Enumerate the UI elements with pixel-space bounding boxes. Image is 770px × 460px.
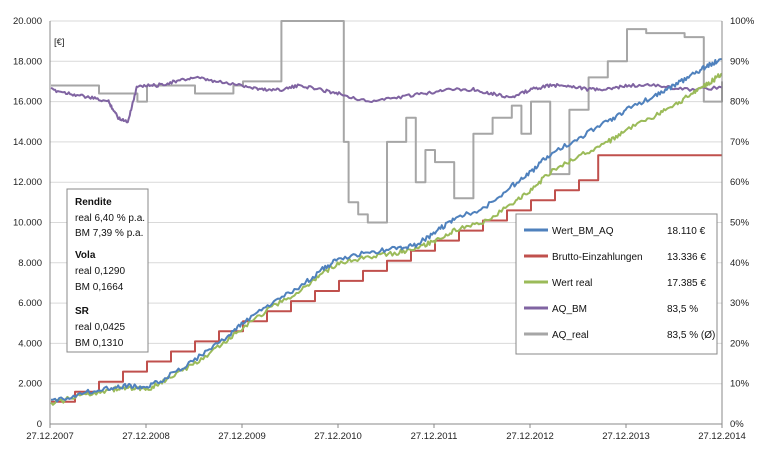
right-tick-label: 10% [730,379,750,390]
legend-label-aq-bm: AQ_BM [552,304,587,315]
series-line-aq-real [51,20,723,224]
series-line-aq-bm [50,75,723,124]
legend-value-aq-bm: 83,5 % [667,304,698,315]
legend: Wert_BM_AQ 18.110 € Brutto-Einzahlungen 13.… [515,213,718,355]
left-tick-label: 14.000 [13,137,42,148]
annotation-heading-rendite: Rendite [75,197,112,208]
left-tick-label: 18.000 [13,56,42,67]
x-axis-ticks: 27.12.2007 27.12.2008 27.12.2009 27.12.2010… [26,424,746,442]
left-tick-label: 16.000 [13,97,42,108]
legend-label-brutto-einzahlungen: Brutto-Einzahlungen [552,252,643,263]
legend-label-wert-bm-aq: Wert_BM_AQ [552,226,614,237]
x-tick-label: 27.12.2009 [218,431,266,442]
x-tick-label: 27.12.2008 [122,431,170,442]
right-tick-label: 100% [730,16,755,27]
annotation-heading-vola: Vola [75,250,96,261]
x-tick-label: 27.12.2014 [698,431,746,442]
x-tick-label: 27.12.2013 [602,431,650,442]
right-tick-label: 90% [730,56,750,67]
annotation-line: real 0,0425 [75,322,125,333]
right-tick-label: 20% [730,338,750,349]
right-tick-label: 0% [730,419,744,430]
annotation-line: real 6,40 % p.a. [75,213,145,224]
left-axis-unit: [€] [54,37,65,48]
legend-value-wert-real: 17.385 € [667,278,706,289]
x-tick-label: 27.12.2007 [26,431,74,442]
left-axis-ticks: 0 2.000 4.000 6.000 8.000 10.000 12.000 14.000 1… [13,16,42,430]
x-tick-label: 27.12.2010 [314,431,362,442]
left-tick-label: 10.000 [13,218,42,229]
x-tick-label: 27.12.2011 [411,431,458,442]
right-axis-ticks: 0% 10% 20% 30% 40% 50% 60% 70% 80% 90% 100% [730,16,755,430]
series-line-brutto-einzahlungen [51,154,722,403]
right-tick-label: 60% [730,177,750,188]
annotation-line: real 0,1290 [75,266,125,277]
left-tick-label: 6.000 [18,298,42,309]
annotation-line: BM 7,39 % p.a. [75,228,143,239]
x-tick-label: 27.12.2012 [506,431,554,442]
left-tick-label: 4.000 [18,338,42,349]
legend-value-wert-bm-aq: 18.110 € [667,226,706,237]
series-lines [50,20,723,406]
right-tick-label: 40% [730,258,750,269]
series-line-wert-bm-aq [50,58,722,403]
left-tick-label: 8.000 [18,258,42,269]
left-tick-label: 2.000 [18,379,42,390]
left-tick-label: 0 [37,419,42,430]
legend-label-aq-real: AQ_real [552,330,589,341]
annotation-box: Rendite real 6,40 % p.a. BM 7,39 % p.a. … [66,188,149,353]
left-tick-label: 20.000 [13,16,42,27]
legend-value-aq-real: 83,5 % (Ø) [667,330,715,341]
left-tick-label: 12.000 [13,177,42,188]
right-tick-label: 50% [730,218,750,229]
right-tick-label: 80% [730,97,750,108]
right-tick-label: 70% [730,137,750,148]
annotation-line: BM 0,1664 [75,282,124,293]
legend-value-brutto-einzahlungen: 13.336 € [667,252,706,263]
annotation-heading-sr: SR [75,306,90,317]
right-tick-label: 30% [730,298,750,309]
legend-label-wert-real: Wert real [552,278,592,289]
annotation-line: BM 0,1310 [75,338,124,349]
